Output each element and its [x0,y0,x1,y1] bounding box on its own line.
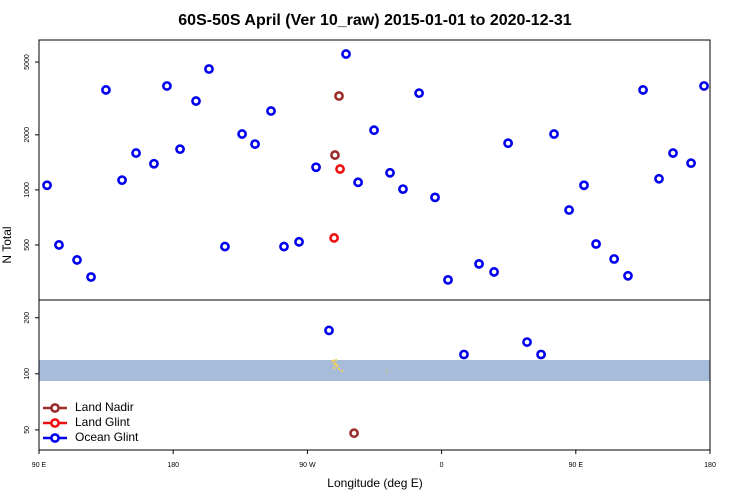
marker [549,129,559,139]
marker [204,64,214,74]
plot-frame [38,299,711,451]
y-tick-label: 50 [24,426,31,434]
y-tick-label: 2000 [24,127,31,143]
marker [623,270,633,281]
marker [220,241,230,252]
marker [699,81,709,91]
marker [638,85,648,95]
marker [101,85,111,95]
marker [654,173,664,184]
y-axis-label: N Total [0,226,14,263]
marker [311,162,321,173]
marker [149,158,159,169]
marker [117,175,127,186]
marker [430,192,440,203]
y-tick-label: 500 [24,239,31,251]
marker [579,180,589,191]
y-tick-label: 200 [24,312,31,324]
marker [414,88,424,99]
marker [591,239,601,249]
y-tick-label: 5000 [24,54,31,70]
marker [522,337,532,347]
marker [459,349,469,360]
marker [72,255,82,265]
x-tick-label: 90 E [32,462,47,469]
marker [162,81,172,91]
marker [54,240,64,250]
marker [369,125,379,136]
x-tick-label: 0 [440,462,444,469]
y-tick-label: 100 [24,368,31,380]
marker [175,144,185,155]
marker [237,129,247,139]
marker [385,167,395,178]
marker [294,236,304,247]
marker [398,184,408,194]
marker [341,49,351,59]
x-tick-label: 90 E [569,462,584,469]
plot-frame [38,39,711,301]
marker [334,91,344,101]
marker [324,325,334,336]
marker [443,274,453,285]
marker [42,180,52,191]
x-tick-label: 180 [167,462,179,469]
marker [266,106,276,116]
marker [329,233,339,243]
marker [250,139,260,149]
land-dots [331,358,388,373]
marker [353,177,363,188]
marker [349,428,359,439]
marker [668,148,678,158]
marker [609,254,620,264]
legend-marker [50,403,60,413]
legend-label: Land Glint [75,415,130,429]
legend-label: Ocean Glint [75,430,139,444]
legend-marker [50,418,60,428]
marker [489,267,499,277]
map-strip [39,360,710,381]
chart-title: 60S-50S April (Ver 10_raw) 2015-01-01 to… [178,12,572,29]
x-tick-label: 180 [704,462,716,469]
x-tick-label: 90 W [299,462,316,469]
marker [191,96,201,106]
marker [564,205,574,215]
marker [335,164,345,174]
legend-marker [50,433,60,443]
marker [536,349,546,360]
marker [686,158,696,169]
legend-label: Land Nadir [75,400,134,414]
marker [474,258,484,269]
x-axis-label: Longitude (deg E) [327,476,422,490]
marker [86,272,96,282]
marker [131,148,141,158]
marker [330,150,340,160]
marker [279,241,289,252]
marker [503,138,514,149]
y-tick-label: 1000 [24,182,31,198]
